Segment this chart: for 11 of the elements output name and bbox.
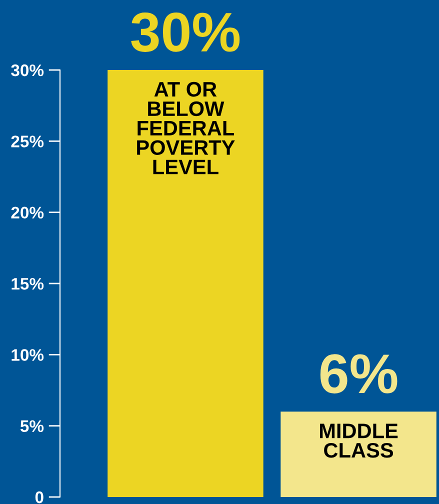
y-tick-label: 5% xyxy=(20,420,44,432)
x-tick-label: MIDDLE CLASS xyxy=(320,424,398,458)
y-tick-label: 10% xyxy=(12,349,44,361)
y-tick-label: 0 xyxy=(35,491,44,504)
x-tick-label: AT OR BELOW FEDERAL POVERTY LEVEL xyxy=(137,82,235,174)
y-tick-label: 15% xyxy=(12,278,44,290)
data-label: 30% xyxy=(131,12,240,52)
y-tick-label: 30% xyxy=(11,64,44,76)
data-label: 6% xyxy=(320,354,398,394)
y-tick-label: 25% xyxy=(11,136,44,148)
y-tick-label: 20% xyxy=(11,206,44,219)
